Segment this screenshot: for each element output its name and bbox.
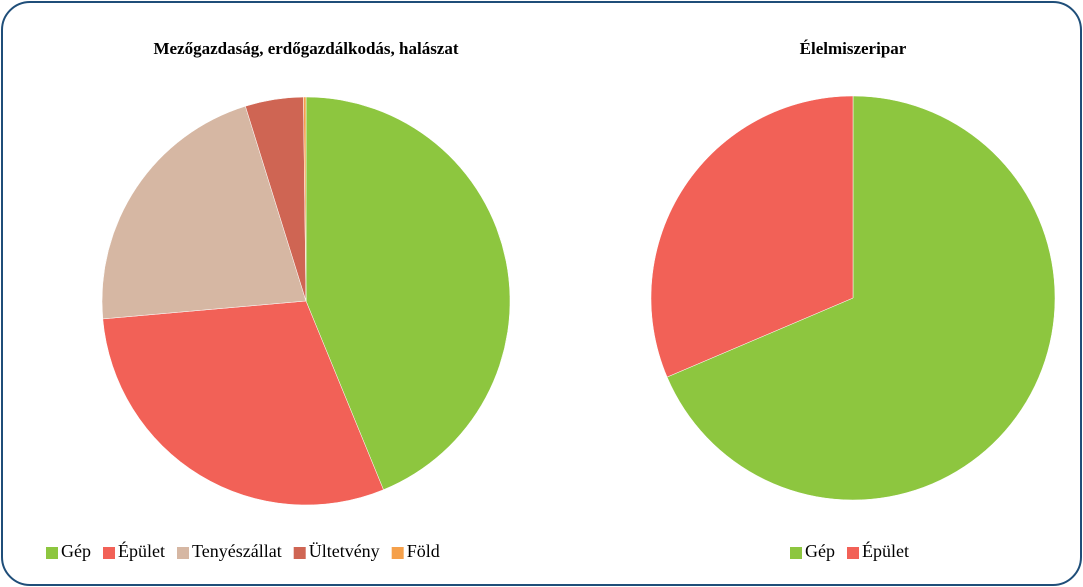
pie-slice xyxy=(305,96,511,491)
pie-slice xyxy=(666,95,1056,501)
legend-swatch xyxy=(293,547,306,559)
legend-swatch xyxy=(103,547,115,559)
legend-label: Tenyészállat xyxy=(192,541,282,561)
legend-swatch xyxy=(391,547,404,559)
pie-slice xyxy=(101,105,307,320)
legend-label: Gép xyxy=(805,541,835,561)
pie-slice xyxy=(650,95,854,378)
pie-slice xyxy=(303,96,307,302)
legend-label: Ültetvény xyxy=(309,541,380,561)
legend-swatch xyxy=(847,547,859,559)
pie-slice xyxy=(102,300,384,506)
legend-swatch xyxy=(46,547,58,559)
chart-title: Élelmiszeripar xyxy=(800,39,907,58)
legend-label: Föld xyxy=(407,541,440,561)
legend-swatch xyxy=(177,547,189,559)
legend-label: Épület xyxy=(862,540,909,561)
legend-label: Gép xyxy=(61,541,91,561)
legend-swatch xyxy=(790,547,802,559)
chart-title: Mezőgazdaság, erdőgazdálkodás, halászat xyxy=(153,39,458,58)
legend-label: Épület xyxy=(118,540,165,561)
